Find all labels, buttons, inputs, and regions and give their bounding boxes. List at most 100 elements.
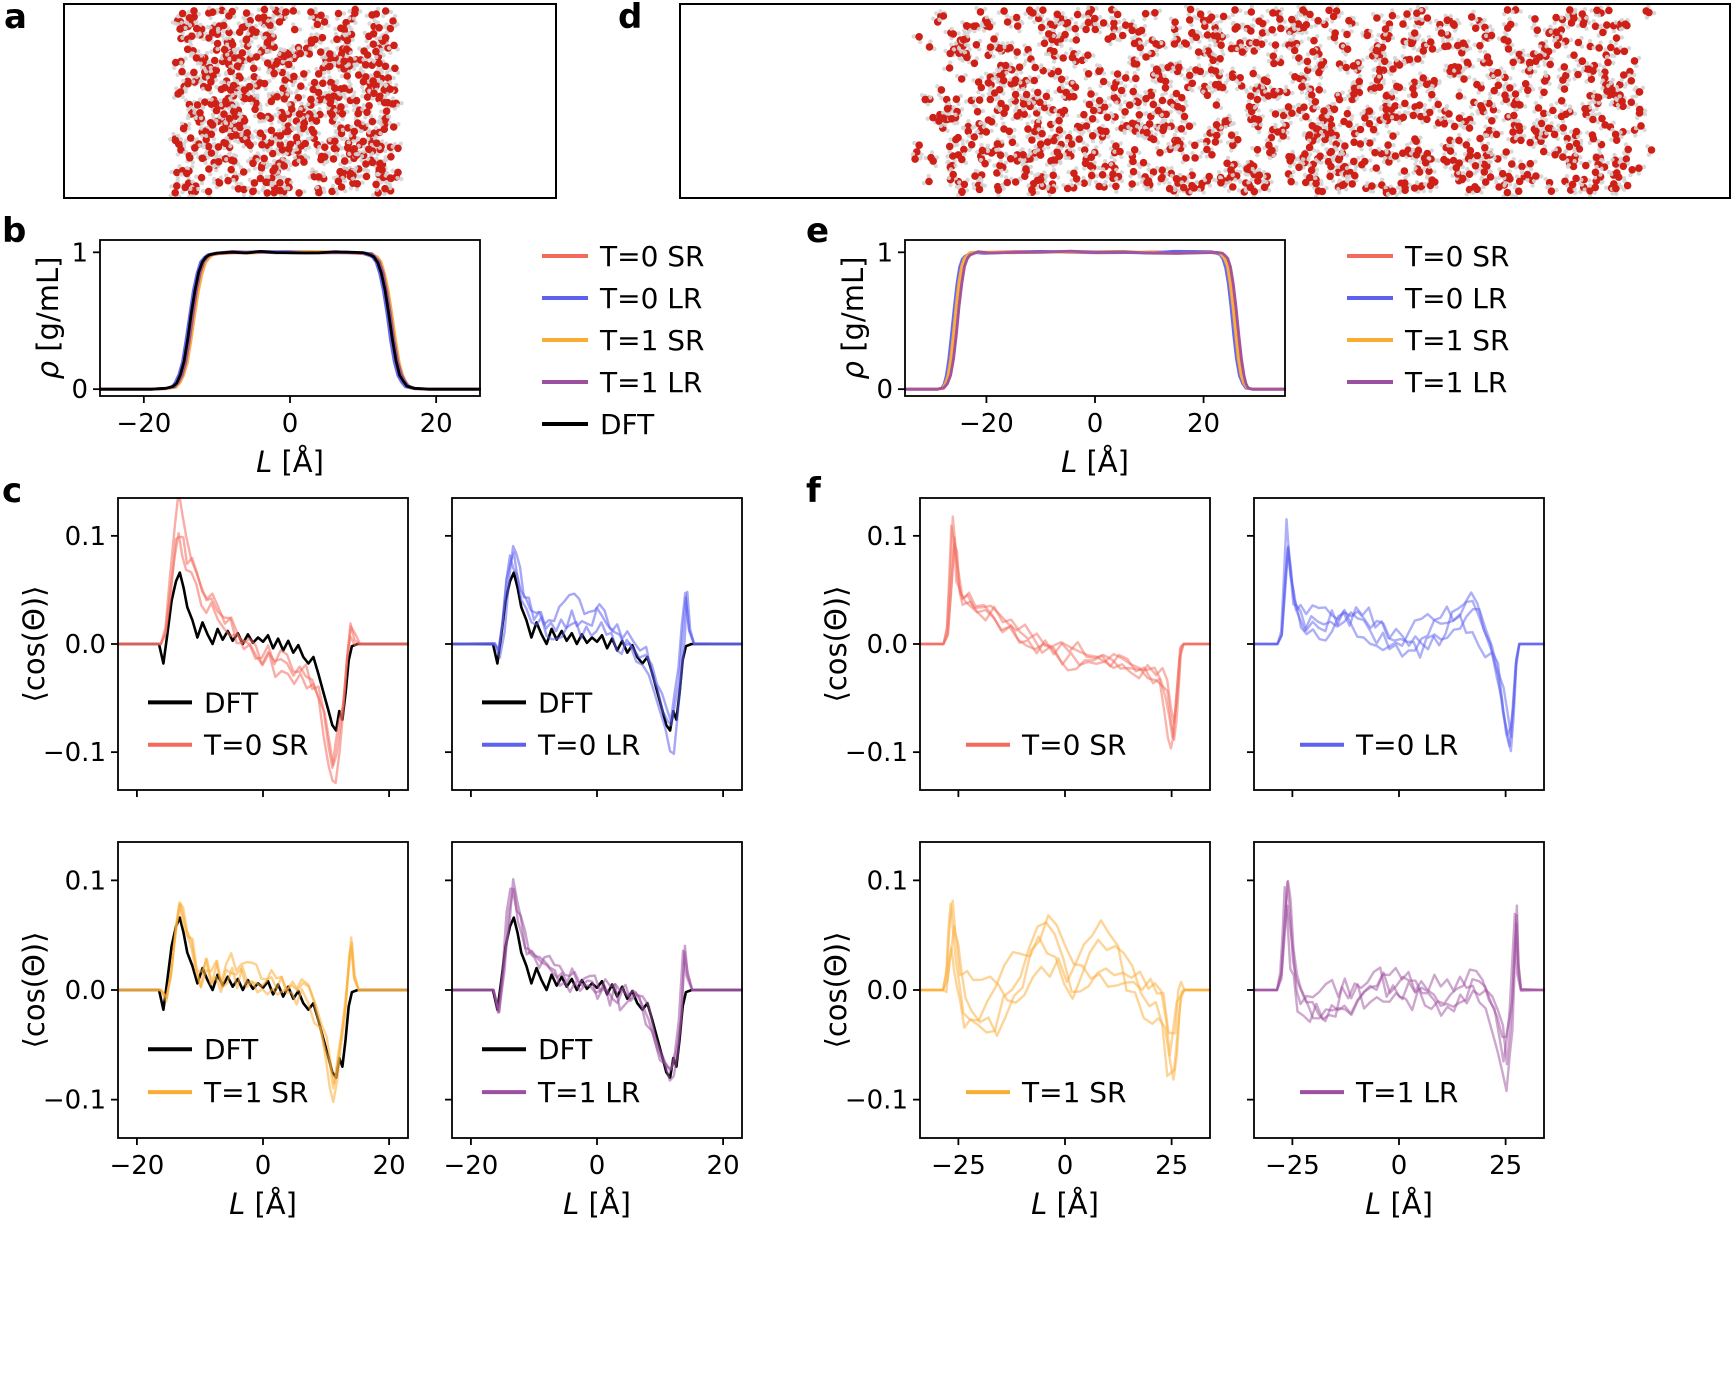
series-t0sr_c [117,532,409,769]
legend-label: T=0 LR [1404,282,1507,315]
x-tick-label: −25 [1265,1151,1320,1181]
molecular-snapshot-a [63,3,557,199]
legend-b: T=0 SR T=0 LR T=1 SR T=1 LR DFT [542,240,705,441]
chart-c4: −20 0 20 L [Å] DFT T=1 LR [443,841,743,1221]
legend-label: T=1 LR [599,366,702,399]
axes-frame [99,239,481,397]
legend-c3: DFT T=1 SR [148,1033,309,1109]
panel-label-f: f [806,471,821,511]
x-axis-label: L [Å] [1365,1187,1433,1221]
y-tick-label: 0.0 [65,630,106,660]
legend-c4: DFT T=1 LR [482,1033,640,1109]
legend-label: T=0 SR [1404,240,1510,273]
legend-label: T=0 LR [599,282,702,315]
y-axis-label: ⟨cos(Θ)⟩ [17,586,51,703]
series-t1sr_f [919,935,1211,1078]
x-tick-label: 20 [1187,409,1220,439]
legend-label: T=1 LR [1404,366,1507,399]
x-tick-label: 0 [1391,1151,1408,1181]
series-t0lr_c [451,551,743,727]
y-axis-label: ⟨cos(Θ)⟩ [17,932,51,1049]
series-t1lr_c [451,887,743,1071]
x-tick-label: 20 [373,1151,406,1181]
y-tick-label: 1 [876,238,893,268]
series-t0sr_f [919,515,1211,739]
legend-label: T=0 SR [599,240,705,273]
chart-f2: T=0 LR [1247,497,1545,797]
panel-label-c: c [2,471,23,511]
plot-series [117,497,409,785]
legend-label: T=1 SR [599,324,705,357]
legend-f1: T=0 SR [966,729,1127,762]
x-tick-label: 20 [707,1151,740,1181]
y-tick-label: 0.0 [867,630,908,660]
x-axis-label: L [Å] [256,445,324,479]
legend-label: T=0 LR [537,729,640,762]
panel-label-b: b [2,211,27,251]
legend-c1: DFT T=0 SR [148,686,309,762]
plot-series [1253,879,1545,1093]
x-tick-label: −25 [931,1151,986,1181]
simulation-box-border [679,3,1731,199]
y-tick-label: 0.0 [867,976,908,1006]
panel-label-e: e [806,211,830,251]
y-axis-label: ⟨cos(Θ)⟩ [819,586,853,703]
series-t1sr_f [919,902,1211,1057]
series-t1lr_c [451,889,743,1082]
series-t0sr_c [117,535,409,767]
plot-series [99,249,481,391]
series-t1lr_c [451,878,743,1072]
series-t1sr_f [919,919,1211,1081]
x-tick-label: 25 [1155,1151,1188,1181]
legend-label: T=1 SR [1021,1076,1127,1109]
series-density_b [99,249,481,391]
y-tick-label: −0.1 [43,738,106,768]
y-tick-label: 0.1 [65,866,106,896]
x-tick-label: −20 [109,1151,164,1181]
y-tick-label: 0.1 [867,866,908,896]
legend-label: DFT [600,408,655,441]
y-tick-label: −0.1 [845,738,908,768]
series-t1lr_f [1253,880,1545,1039]
chart-c2: DFT T=0 LR [445,497,743,797]
y-tick-label: 1 [71,238,88,268]
y-tick-label: 0.1 [65,522,106,552]
x-tick-label: −20 [959,409,1014,439]
series-t0lr_f [1253,546,1545,737]
plot-series [919,515,1211,750]
series-t1lr_f [1253,904,1545,1093]
legend-label: T=0 SR [1021,729,1127,762]
series-density_b [99,249,481,391]
chart-f1: 0.1 0.0 −0.1 ⟨cos(Θ)⟩ T=0 SR [819,497,1211,797]
x-tick-label: 0 [1057,1151,1074,1181]
y-axis-label: ρ [g/mL] [31,257,65,380]
series-t1sr_c [117,903,409,1104]
chart-c3: −20 0 20 0.1 0.0 −0.1 L [Å] ⟨cos(Θ)⟩ DFT T=1 SR [17,841,409,1221]
plot-series [904,249,1286,391]
y-tick-label: 0 [876,375,893,405]
series-t0sr_f [919,536,1211,724]
series-t0sr_f [919,524,1211,750]
y-tick-label: 0 [71,375,88,405]
plot-series [451,544,743,755]
plot-series [919,899,1211,1081]
x-axis-label: L [Å] [563,1187,631,1221]
y-tick-label: 0.1 [867,522,908,552]
legend-label: T=1 LR [1355,1076,1458,1109]
plot-series [1253,518,1545,753]
x-tick-label: 25 [1489,1151,1522,1181]
legend-f4: T=1 LR [1300,1076,1458,1109]
series-density_b [99,250,481,391]
x-tick-label: 0 [282,409,299,439]
legend-e: T=0 SR T=0 LR T=1 SR T=1 LR [1347,240,1510,399]
x-tick-label: 0 [589,1151,606,1181]
y-axis-label: ρ [g/mL] [836,257,870,380]
legend-label: T=1 SR [203,1076,309,1109]
series-t1lr_f [1253,885,1545,1063]
series-t0lr_f [1253,545,1545,739]
y-tick-label: 0.0 [65,976,106,1006]
x-axis-label: L [Å] [1031,1187,1099,1221]
series-density_e [904,249,1286,391]
